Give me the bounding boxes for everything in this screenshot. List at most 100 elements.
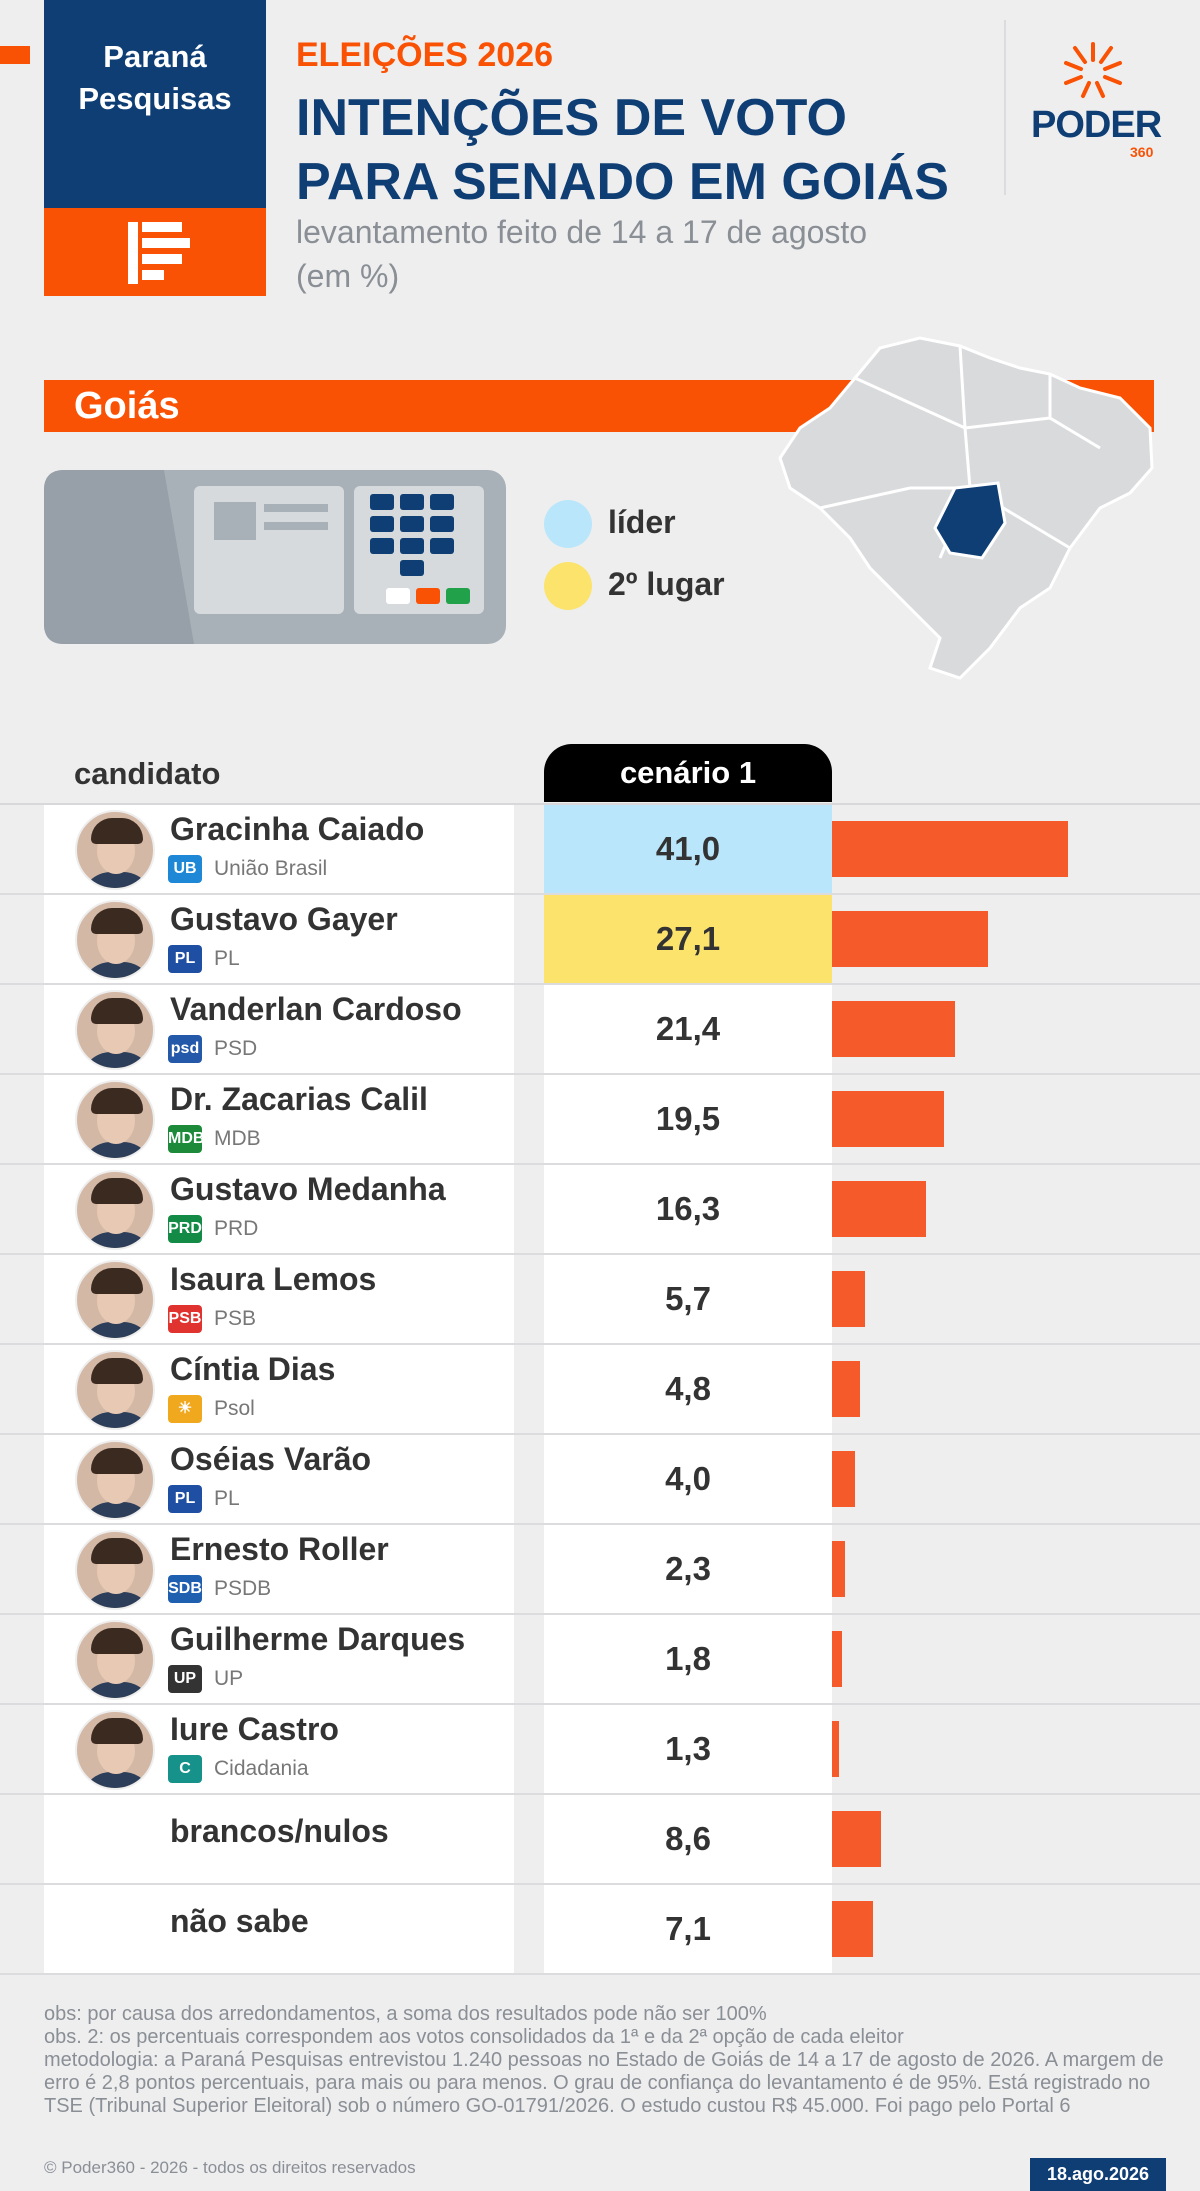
bar (832, 1811, 882, 1867)
party-name: MDB (214, 1127, 261, 1150)
data-label: 2,3 (665, 1550, 711, 1587)
data-label: 4,0 (665, 1460, 711, 1497)
value-cell (544, 1795, 832, 1883)
candidate-photo (75, 1260, 155, 1340)
table-row: Gustavo Gayer PL PL 27,1 (0, 895, 1200, 985)
bar (832, 1091, 945, 1147)
note-rounding: obs: por causa dos arredondamentos, a so… (44, 2003, 767, 2025)
data-label: 41,0 (655, 830, 721, 867)
candidate-photo (75, 1710, 155, 1790)
bar (832, 1181, 926, 1237)
candidate-name: Cíntia Dias (170, 1351, 336, 1387)
candidate-name: Gustavo Medanha (170, 1171, 446, 1207)
accent-dash (0, 46, 30, 64)
value-cell (544, 805, 832, 893)
value-cell (544, 1255, 832, 1343)
candidate-name: Isaura Lemos (170, 1261, 377, 1297)
bar (832, 1631, 843, 1687)
eyebrow-label: ELEIÇÕES 2026 (296, 36, 554, 74)
party-name: PL (214, 947, 240, 970)
copyright: © Poder360 - 2026 - todos os direitos re… (44, 2158, 416, 2177)
table-row: Gracinha Caiado UB União Brasil 41,0 (0, 805, 1200, 895)
party-logo-icon: SDB (168, 1575, 202, 1603)
table-row: Isaura Lemos PSB PSB 5,7 (0, 1255, 1200, 1345)
candidate-photo (75, 900, 155, 980)
data-label: 1,8 (665, 1640, 711, 1677)
party-name: União Brasil (214, 857, 328, 880)
candidate-photo (75, 1530, 155, 1610)
value-cell (544, 1885, 832, 1973)
data-label: 4,8 (665, 1370, 711, 1407)
table-row: Oséias Varão PL PL 4,0 (0, 1435, 1200, 1525)
logo-text: PODER (1031, 104, 1162, 146)
bar (832, 1361, 860, 1417)
data-label: 1,3 (665, 1730, 711, 1767)
bar (832, 1721, 840, 1777)
bar (832, 1271, 865, 1327)
party-logo-icon: psd (168, 1035, 202, 1063)
value-cell (544, 1075, 832, 1163)
table-row: Ernesto Roller SDB PSDB 2,3 (0, 1525, 1200, 1615)
data-label: 5,7 (665, 1280, 711, 1317)
candidate-name: Ernesto Roller (170, 1531, 389, 1567)
page-title: INTENÇÕES DE VOTO PARA SENADO EM GOIÁS (296, 86, 1016, 214)
pollster-logo-icon (128, 222, 190, 284)
party-logo-icon: PRD (168, 1215, 202, 1243)
brand-line-1: Paraná (103, 39, 207, 74)
candidate-photo (75, 1080, 155, 1160)
data-label: 16,3 (655, 1190, 721, 1227)
party-logo-icon: PL (168, 1485, 202, 1513)
party-logo-icon: PSB (168, 1305, 202, 1333)
page-subtitle: levantamento feito de 14 a 17 de agosto … (296, 210, 1016, 298)
date-badge: 18.ago.2026 (1030, 2158, 1166, 2191)
note-percentages: obs. 2: os percentuais correspondem aos … (44, 2026, 904, 2048)
logo-subtext: 360 (1130, 144, 1154, 160)
value-cell (544, 1705, 832, 1793)
table-row: brancos/nulos 8,6 (0, 1795, 1200, 1885)
bar (832, 1901, 873, 1957)
bar (832, 1001, 956, 1057)
brazil-map-icon (778, 336, 1154, 680)
table-row: Iure Castro C Cidadania 1,3 (0, 1705, 1200, 1795)
candidate-column-header: candidato (74, 756, 221, 791)
candidate-name: brancos/nulos (170, 1813, 389, 1849)
note-methodology: metodologia: a Paraná Pesquisas entrevis… (44, 2049, 1164, 2117)
legend-leader-swatch (544, 500, 592, 548)
candidate-name: Dr. Zacarias Calil (170, 1081, 428, 1117)
candidate-name: Iure Castro (170, 1711, 339, 1747)
title-line-1: INTENÇÕES DE VOTO (296, 89, 847, 147)
party-name: PL (214, 1487, 240, 1510)
party-logo-icon: ☀ (168, 1395, 202, 1423)
party-name: Psol (214, 1397, 255, 1420)
title-line-2: PARA SENADO EM GOIÁS (296, 153, 949, 211)
table-row: Dr. Zacarias Calil MDB MDB 19,5 (0, 1075, 1200, 1165)
candidate-cell (44, 1885, 514, 1973)
candidate-photo (75, 810, 155, 890)
table-row: Gustavo Medanha PRD PRD 16,3 (0, 1165, 1200, 1255)
party-logo-icon: C (168, 1755, 202, 1783)
party-name: PSDB (214, 1577, 272, 1600)
legend-second-swatch (544, 562, 592, 610)
table-row: Cíntia Dias ☀ Psol 4,8 (0, 1345, 1200, 1435)
party-name: PSD (214, 1037, 258, 1060)
candidate-name: Gustavo Gayer (170, 901, 398, 937)
value-cell (544, 1165, 832, 1253)
table-row: não sabe 7,1 (0, 1885, 1200, 1975)
table-row: Vanderlan Cardoso psd PSD 21,4 (0, 985, 1200, 1075)
pollster-brand: Paraná Pesquisas (44, 0, 266, 296)
data-label: 27,1 (655, 920, 721, 957)
candidate-photo (75, 1170, 155, 1250)
voting-machine-icon (44, 470, 506, 644)
data-label: 21,4 (655, 1010, 721, 1047)
bar (832, 1451, 855, 1507)
candidate-photo (75, 990, 155, 1070)
value-cell (544, 1345, 832, 1433)
party-name: PRD (214, 1217, 259, 1240)
party-logo-icon: UB (168, 855, 202, 883)
value-cell (544, 895, 832, 983)
region-label: Goiás (74, 385, 180, 427)
scenario-column-header: cenário 1 (544, 744, 832, 802)
candidate-photo (75, 1440, 155, 1520)
subtitle-line-1: levantamento feito de 14 a 17 de agosto (296, 214, 868, 250)
results-table: Gracinha Caiado UB União Brasil 41,0 Gustavo… (0, 805, 1200, 1975)
